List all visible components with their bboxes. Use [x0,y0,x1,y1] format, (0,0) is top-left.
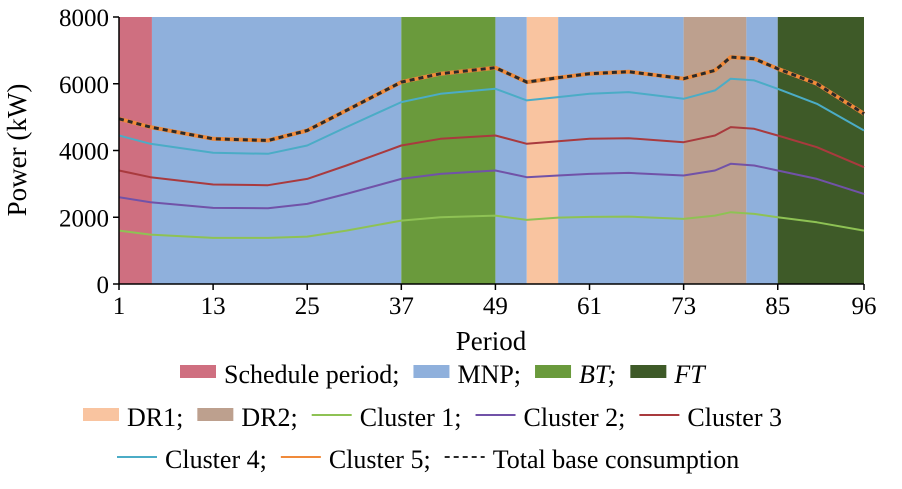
x-tick-label: 37 [389,293,414,320]
legend-swatch-ft [630,365,667,378]
y-tick-label: 0 [97,272,110,299]
band-bt [401,17,496,284]
band-mnp [151,17,402,284]
series-lines [118,55,866,239]
legend-label: FT [673,360,706,389]
x-tick-label: 85 [765,293,790,320]
band-mnp-2 [495,17,527,284]
series-line-4 [118,77,865,155]
x-axis-title: Period [456,326,527,356]
legend-label: DR2; [241,403,297,432]
legend-label: Cluster 1; [360,403,462,432]
band-ft [777,17,864,284]
legend-label: DR1; [127,403,183,432]
series-line-2 [118,162,865,210]
background-bands [119,17,864,284]
band-dr1 [526,17,559,284]
y-axis-title: Power (kW) [2,84,32,217]
x-tick-label: 1 [113,293,126,320]
band-dr2 [683,17,747,284]
band-mnp-3 [558,17,684,284]
x-tick-label: 13 [201,293,226,320]
y-tick-label: 8000 [59,5,109,32]
legend-swatch-mnp [413,365,450,378]
tick-labels: 0 2000 4000 6000 8000 1 13 25 37 49 61 73 85 96 [59,5,877,320]
legend-label: Cluster 3 [687,403,782,432]
legend-label: BT; [579,360,616,389]
legend-label: Total base consumption [493,445,740,474]
axes [113,16,865,290]
y-tick-label: 2000 [59,205,109,232]
legend-label: Cluster 5; [329,445,431,474]
legend-swatch-schedule-period [180,365,216,378]
legend-label: Schedule period; [224,360,399,389]
x-tick-label: 25 [295,293,320,320]
series-line-6 [118,55,865,142]
legend-label: Cluster 4; [165,445,267,474]
y-tick-label: 4000 [59,139,109,166]
y-tick-label: 6000 [59,72,109,99]
legend-swatch-bt [535,365,572,378]
legend-swatch-dr1 [83,408,119,421]
legend-label: Cluster 2; [524,403,626,432]
legend: Schedule period; MNP; BT; FT DR1; DR2; Cluster… [83,360,782,474]
band-schedule-period [119,17,152,284]
legend-swatch-dr2 [197,408,234,421]
x-tick-label: 61 [577,293,602,320]
x-tick-label: 73 [671,293,696,320]
x-tick-label: 49 [483,293,508,320]
x-tick-label: 96 [852,293,877,320]
series-line-1 [118,211,865,239]
legend-label: MNP; [457,360,521,389]
series-line-3 [118,126,865,187]
